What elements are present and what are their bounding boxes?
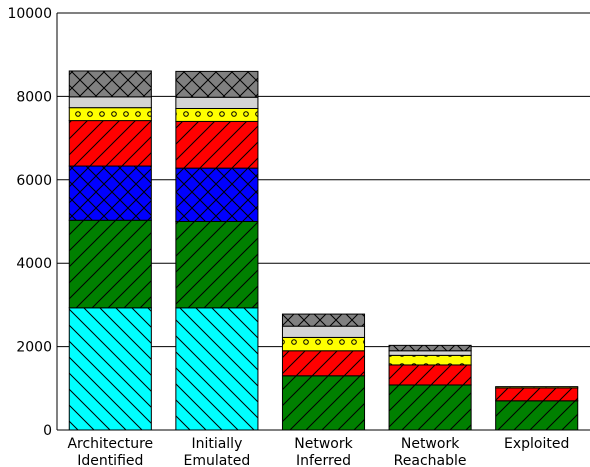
bar-segment-hatch — [175, 168, 258, 222]
bar-segment — [281, 325, 366, 338]
bar-segment-hatch — [69, 220, 152, 308]
bar-segment-hatch — [175, 307, 258, 430]
bar-segment — [388, 350, 472, 356]
y-tick-label: 4000 — [16, 256, 52, 272]
bar-segment-hatch — [282, 375, 365, 430]
bar-segment-hatch — [389, 364, 472, 385]
bar-segment-hatch — [175, 71, 258, 98]
bar-segment-hatch — [175, 221, 258, 308]
bar-segment-hatch — [495, 386, 578, 388]
bar-segment-hatch — [69, 307, 152, 430]
x-category-label: Initially Emulated — [183, 436, 250, 467]
y-tick-label: 2000 — [16, 340, 52, 356]
bar-segment-hatch — [69, 166, 152, 221]
bar-segment — [175, 96, 259, 109]
bar-segment-hatch — [175, 108, 258, 122]
bar-segment-hatch — [495, 387, 578, 401]
bar-segment-hatch — [389, 384, 472, 430]
bar-segment-hatch — [69, 120, 152, 167]
y-tick-label: 0 — [43, 423, 52, 439]
y-tick-label: 6000 — [16, 173, 52, 189]
bars — [68, 70, 579, 431]
bar-segment-hatch — [175, 121, 258, 169]
bar-segment-hatch — [69, 107, 152, 121]
bar-segment-hatch — [282, 337, 365, 351]
bar-segment — [68, 96, 152, 109]
bar-segment-hatch — [495, 400, 578, 430]
x-category-label: Architecture Identified — [67, 436, 153, 467]
bar-segment-hatch — [69, 70, 152, 97]
y-tick-label: 8000 — [16, 89, 52, 105]
bar-segment-hatch — [389, 345, 472, 351]
x-axis-labels: Architecture Identified Initially Emulated N… — [67, 436, 569, 467]
x-category-label: Network Inferred — [294, 436, 353, 467]
bar-segment-hatch — [389, 355, 472, 365]
y-axis: 0 2000 4000 6000 8000 10000 — [7, 6, 590, 439]
y-tick-label: 10000 — [7, 6, 52, 22]
bar-segment-hatch — [282, 350, 365, 376]
bar-segment-hatch — [282, 314, 365, 327]
x-category-label: Network Reachable — [394, 436, 467, 467]
x-category-label: Exploited — [504, 436, 569, 452]
